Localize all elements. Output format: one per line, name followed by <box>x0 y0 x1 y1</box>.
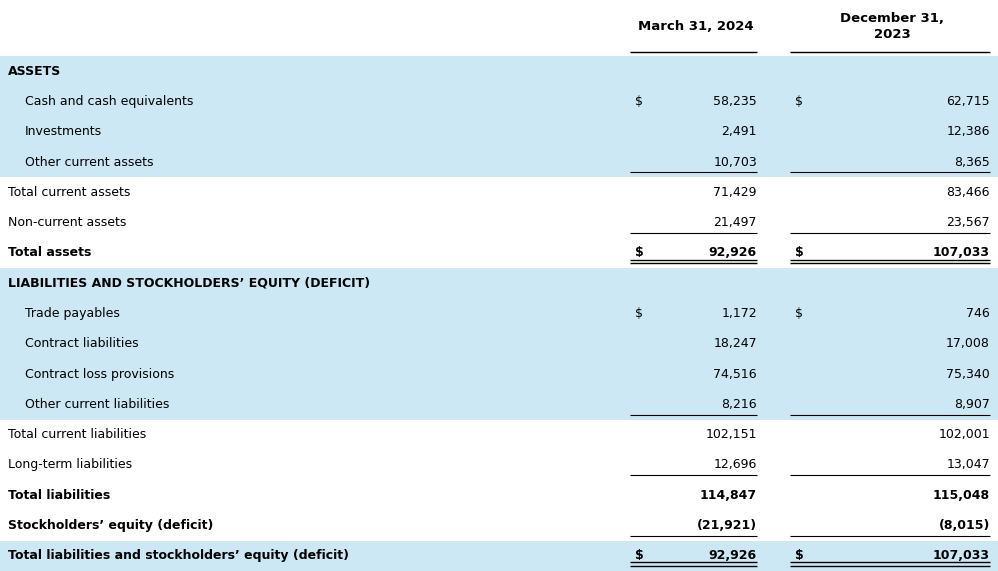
Text: 2,491: 2,491 <box>722 125 757 138</box>
Bar <box>0 420 998 450</box>
Bar <box>0 389 998 420</box>
Text: $: $ <box>635 549 644 562</box>
Bar <box>0 147 998 177</box>
Text: Investments: Investments <box>25 125 102 138</box>
Text: $: $ <box>795 95 803 108</box>
Bar <box>0 207 998 238</box>
Text: March 31, 2024: March 31, 2024 <box>638 21 753 33</box>
Text: 92,926: 92,926 <box>709 247 757 259</box>
Text: $: $ <box>635 247 644 259</box>
Bar <box>0 0 998 56</box>
Bar <box>0 541 998 571</box>
Text: 107,033: 107,033 <box>933 247 990 259</box>
Text: Cash and cash equivalents: Cash and cash equivalents <box>25 95 194 108</box>
Text: $: $ <box>795 549 803 562</box>
Text: Total liabilities and stockholders’ equity (deficit): Total liabilities and stockholders’ equi… <box>8 549 349 562</box>
Text: 12,386: 12,386 <box>946 125 990 138</box>
Text: $: $ <box>795 307 803 320</box>
Text: 71,429: 71,429 <box>714 186 757 199</box>
Text: 21,497: 21,497 <box>714 216 757 229</box>
Bar <box>0 238 998 268</box>
Bar <box>0 56 998 86</box>
Text: Stockholders’ equity (deficit): Stockholders’ equity (deficit) <box>8 519 214 532</box>
Text: 58,235: 58,235 <box>714 95 757 108</box>
Text: Total current liabilities: Total current liabilities <box>8 428 147 441</box>
Text: 13,047: 13,047 <box>946 459 990 472</box>
Text: $: $ <box>635 307 643 320</box>
Text: (21,921): (21,921) <box>697 519 757 532</box>
Text: 102,151: 102,151 <box>706 428 757 441</box>
Text: $: $ <box>795 247 803 259</box>
Text: 17,008: 17,008 <box>946 337 990 350</box>
Bar <box>0 510 998 541</box>
Text: 62,715: 62,715 <box>946 95 990 108</box>
Text: 8,365: 8,365 <box>954 155 990 168</box>
Bar <box>0 299 998 329</box>
Text: 92,926: 92,926 <box>709 549 757 562</box>
Bar <box>0 177 998 207</box>
Text: 8,216: 8,216 <box>722 398 757 411</box>
Text: 746: 746 <box>966 307 990 320</box>
Text: December 31,
2023: December 31, 2023 <box>840 13 944 41</box>
Text: Other current liabilities: Other current liabilities <box>25 398 170 411</box>
Text: Contract loss provisions: Contract loss provisions <box>25 368 175 381</box>
Text: Non-current assets: Non-current assets <box>8 216 127 229</box>
Text: 75,340: 75,340 <box>946 368 990 381</box>
Bar <box>0 86 998 116</box>
Text: LIABILITIES AND STOCKHOLDERS’ EQUITY (DEFICIT): LIABILITIES AND STOCKHOLDERS’ EQUITY (DE… <box>8 277 370 289</box>
Text: 23,567: 23,567 <box>946 216 990 229</box>
Text: Total current assets: Total current assets <box>8 186 131 199</box>
Text: 12,696: 12,696 <box>714 459 757 472</box>
Text: (8,015): (8,015) <box>939 519 990 532</box>
Text: Trade payables: Trade payables <box>25 307 120 320</box>
Text: 107,033: 107,033 <box>933 549 990 562</box>
Bar <box>0 268 998 299</box>
Bar <box>0 329 998 359</box>
Text: Total assets: Total assets <box>8 247 92 259</box>
Text: Other current assets: Other current assets <box>25 155 154 168</box>
Text: 115,048: 115,048 <box>933 489 990 502</box>
Text: 83,466: 83,466 <box>946 186 990 199</box>
Text: Long-term liabilities: Long-term liabilities <box>8 459 132 472</box>
Text: ASSETS: ASSETS <box>8 65 61 78</box>
Text: Total liabilities: Total liabilities <box>8 489 110 502</box>
Text: 74,516: 74,516 <box>714 368 757 381</box>
Bar <box>0 450 998 480</box>
Text: 8,907: 8,907 <box>954 398 990 411</box>
Text: 18,247: 18,247 <box>714 337 757 350</box>
Text: 10,703: 10,703 <box>714 155 757 168</box>
Text: Contract liabilities: Contract liabilities <box>25 337 139 350</box>
Bar <box>0 359 998 389</box>
Text: $: $ <box>635 95 643 108</box>
Bar <box>0 480 998 510</box>
Text: 1,172: 1,172 <box>722 307 757 320</box>
Text: 114,847: 114,847 <box>700 489 757 502</box>
Bar <box>0 116 998 147</box>
Text: 102,001: 102,001 <box>938 428 990 441</box>
